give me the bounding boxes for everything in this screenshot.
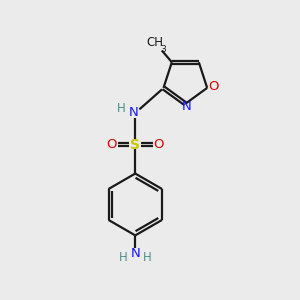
Text: N: N — [182, 100, 192, 112]
Text: H: H — [117, 102, 125, 115]
Text: O: O — [208, 80, 219, 93]
Text: N: N — [130, 248, 140, 260]
Text: O: O — [106, 138, 117, 151]
Text: H: H — [118, 251, 127, 264]
Text: S: S — [130, 138, 140, 152]
Text: N: N — [129, 106, 139, 119]
Text: H: H — [143, 251, 152, 264]
Text: CH: CH — [147, 36, 164, 49]
Text: 3: 3 — [160, 45, 166, 54]
Text: O: O — [154, 138, 164, 151]
